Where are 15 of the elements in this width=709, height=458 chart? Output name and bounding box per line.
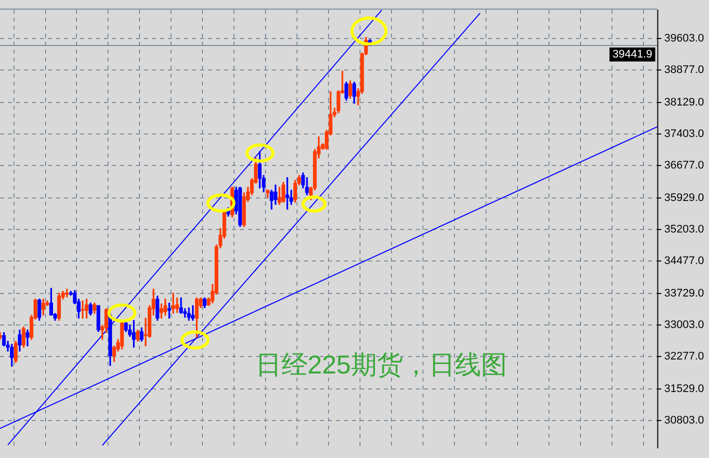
y-tick-label: 39603.0 — [664, 32, 704, 45]
text: 日经225期货，日线图 — [256, 350, 507, 380]
y-tick-label: 32277.0 — [664, 350, 704, 363]
y-tick-label: 38129.0 — [664, 96, 704, 109]
y-tick-label: 34477.0 — [664, 255, 704, 268]
y-tick-label: 31529.0 — [664, 383, 704, 396]
y-tick-label: 33729.0 — [664, 288, 704, 300]
y-tick-label: 36677.0 — [664, 160, 704, 172]
y-tick-label: 37403.0 — [664, 128, 704, 140]
y-tick-label: 35203.0 — [664, 224, 704, 236]
y-tick-label: 33003.0 — [664, 319, 704, 332]
y-tick-label: 35929.0 — [664, 192, 704, 204]
y-tick-label: 30803.0 — [664, 414, 704, 427]
y-tick-label: 38877.0 — [664, 64, 704, 76]
ref-line-label: 39441.9 — [612, 48, 652, 61]
